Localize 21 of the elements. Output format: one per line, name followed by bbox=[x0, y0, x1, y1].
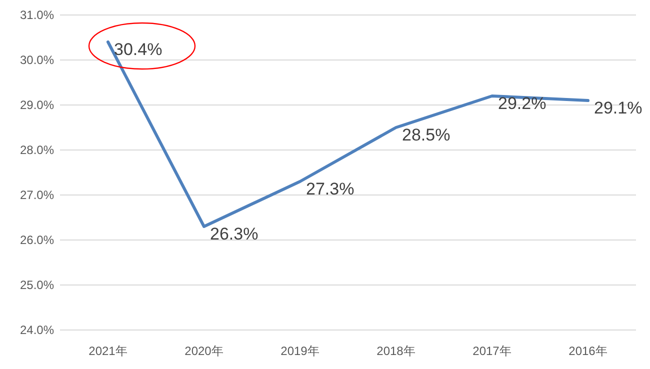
x-tick-label: 2020年 bbox=[184, 344, 224, 358]
y-tick-label: 28.0% bbox=[20, 143, 54, 158]
x-tick-label: 2018年 bbox=[376, 344, 416, 358]
y-tick-label: 29.0% bbox=[20, 98, 54, 112]
data-label: 30.4% bbox=[114, 40, 162, 59]
x-tick-label: 2016年 bbox=[568, 344, 608, 358]
y-tick-label: 25.0% bbox=[20, 278, 54, 292]
x-tick-label: 2017年 bbox=[472, 344, 512, 358]
data-label: 29.1% bbox=[594, 98, 642, 118]
data-label: 29.2% bbox=[498, 94, 546, 113]
data-label: 28.5% bbox=[402, 126, 450, 144]
y-tick-label: 31.0% bbox=[20, 8, 54, 22]
y-tick-label: 24.0% bbox=[20, 323, 54, 338]
x-tick-label: 2019年 bbox=[280, 344, 320, 358]
data-label: 26.3% bbox=[210, 224, 258, 244]
data-label: 27.3% bbox=[306, 180, 354, 198]
x-tick-label: 2021年 bbox=[88, 344, 128, 358]
y-tick-label: 27.0% bbox=[20, 188, 54, 202]
y-tick-label: 30.0% bbox=[20, 53, 54, 68]
line-series bbox=[106, 40, 590, 228]
y-tick-label: 26.0% bbox=[20, 233, 54, 248]
